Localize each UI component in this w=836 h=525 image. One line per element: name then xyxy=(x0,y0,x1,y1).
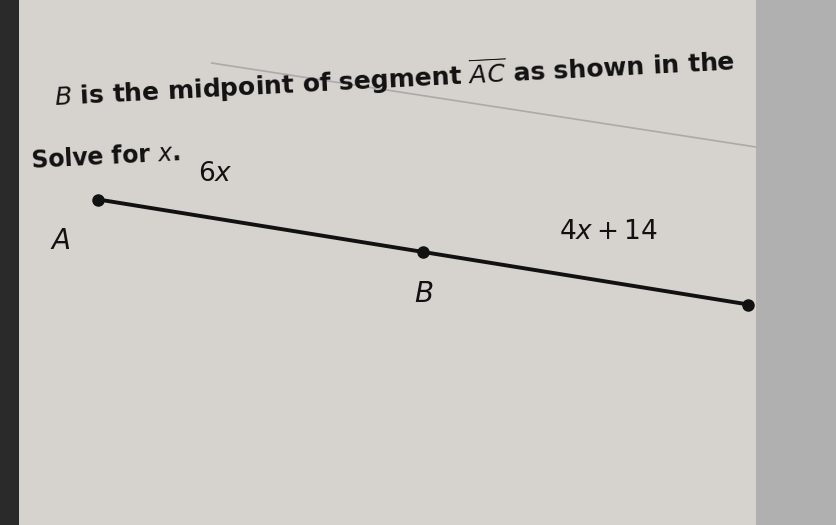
Text: $\mathit{B}$ is the midpoint of segment $\overline{AC}$ as shown in the: $\mathit{B}$ is the midpoint of segment … xyxy=(53,44,736,113)
Text: $B$: $B$ xyxy=(414,280,433,308)
Text: Solve for $x$.: Solve for $x$. xyxy=(30,142,181,173)
FancyBboxPatch shape xyxy=(0,0,19,525)
Text: $6x$: $6x$ xyxy=(198,161,232,186)
FancyBboxPatch shape xyxy=(8,0,756,525)
Text: $4x + 14$: $4x + 14$ xyxy=(559,218,658,244)
Text: $A$: $A$ xyxy=(50,228,71,255)
